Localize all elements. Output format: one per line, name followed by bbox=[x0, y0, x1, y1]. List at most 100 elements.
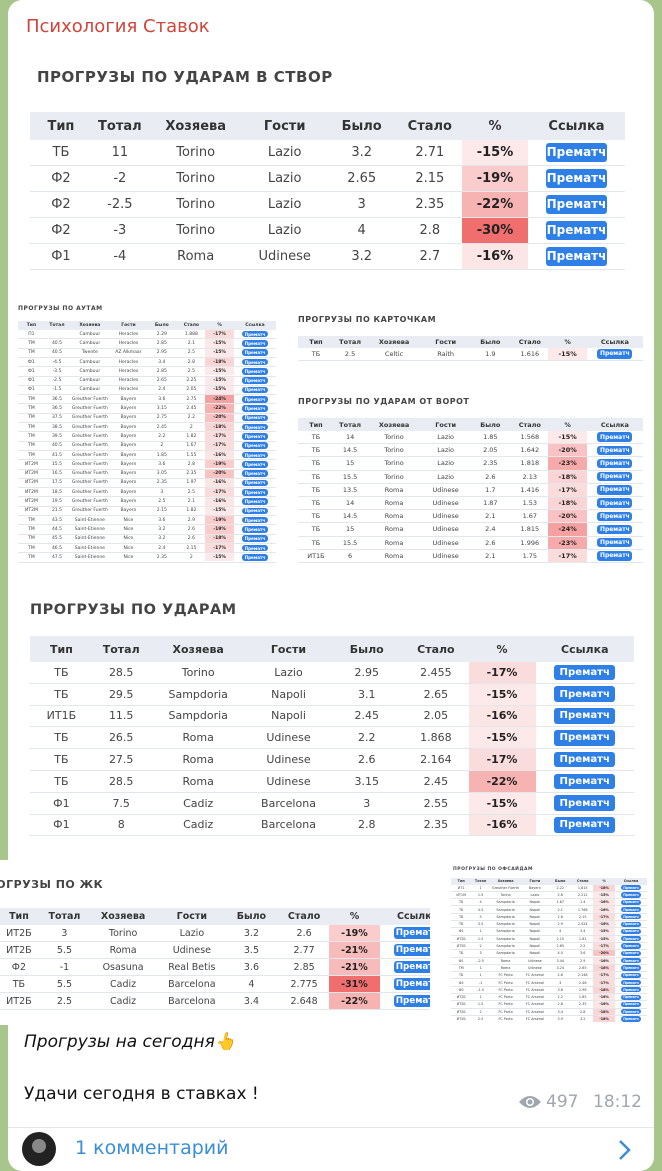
button[interactable]: Прематч bbox=[554, 686, 616, 703]
button[interactable]: Прематч bbox=[241, 461, 268, 468]
table-cell: ИТ2Б bbox=[456, 995, 466, 1000]
button[interactable]: Прематч bbox=[554, 664, 616, 681]
table-cell: 1.4 bbox=[580, 900, 586, 905]
button[interactable]: Прематч bbox=[621, 921, 641, 927]
button[interactable]: Прематч bbox=[394, 926, 430, 940]
table-cell: 44.5 bbox=[51, 526, 62, 532]
button[interactable]: Прематч bbox=[546, 221, 607, 240]
button[interactable]: Прематч bbox=[241, 451, 268, 459]
button[interactable]: Прематч bbox=[241, 405, 268, 412]
button[interactable]: Прематч bbox=[241, 386, 268, 394]
button[interactable]: Прематч bbox=[621, 994, 641, 1000]
button[interactable]: Прематч bbox=[394, 960, 430, 974]
table-cell: ИТ2Б bbox=[456, 1002, 466, 1007]
button[interactable]: Прематч bbox=[597, 432, 633, 442]
button[interactable]: Прематч bbox=[394, 977, 430, 991]
button[interactable]: Прематч bbox=[621, 906, 641, 913]
button[interactable]: Прематч bbox=[621, 936, 641, 942]
table-cell: 2.6 bbox=[557, 973, 563, 978]
header-cell: Тотал bbox=[339, 420, 361, 429]
table-cell: ИТ2М bbox=[24, 461, 38, 467]
table-cell: Bayern bbox=[120, 480, 137, 486]
button[interactable]: Прематч bbox=[621, 1009, 641, 1015]
button[interactable]: Прематч bbox=[241, 433, 268, 440]
button[interactable]: Прематч bbox=[621, 950, 641, 956]
button[interactable]: Прематч bbox=[597, 537, 633, 548]
comments-link[interactable]: 1 комментарий bbox=[75, 1137, 229, 1159]
button[interactable]: Прематч bbox=[241, 526, 268, 533]
table-cell: 3.15 bbox=[156, 406, 167, 412]
button[interactable]: Прематч bbox=[241, 470, 268, 477]
percent-cell: -19% bbox=[205, 460, 234, 469]
button[interactable]: Прематч bbox=[554, 817, 616, 833]
channel-name[interactable]: Психология Ставок bbox=[26, 16, 210, 37]
table-cell: Ф1 bbox=[28, 387, 35, 393]
table-cell: Greuther Fuerth bbox=[71, 471, 108, 477]
button[interactable]: Прематч bbox=[546, 143, 607, 162]
header-cell: Ссылка bbox=[396, 911, 430, 922]
button[interactable]: Прематч bbox=[597, 498, 633, 508]
button[interactable]: Прематч bbox=[621, 972, 641, 978]
table-cell: Bayern bbox=[120, 499, 137, 505]
button[interactable]: Прематч bbox=[241, 544, 268, 552]
button[interactable]: Прематч bbox=[241, 377, 268, 384]
button[interactable]: Прематч bbox=[554, 708, 616, 724]
button[interactable]: Прематч bbox=[241, 488, 268, 496]
button[interactable]: Прематч bbox=[394, 994, 430, 1008]
button[interactable]: Прематч bbox=[241, 395, 268, 403]
button[interactable]: Прематч bbox=[621, 1001, 641, 1008]
table-cell: Celtic bbox=[384, 350, 404, 358]
button[interactable]: Прематч bbox=[241, 358, 268, 366]
button[interactable]: Прематч bbox=[597, 485, 633, 495]
button[interactable]: Прематч bbox=[241, 516, 268, 524]
button[interactable]: Прематч bbox=[554, 773, 616, 790]
button[interactable]: Прематч bbox=[241, 349, 268, 357]
button[interactable]: Прематч bbox=[241, 368, 268, 375]
button[interactable]: Прематч bbox=[621, 885, 641, 891]
button[interactable]: Прематч bbox=[554, 795, 616, 812]
button[interactable]: Прематч bbox=[241, 423, 268, 431]
table-cell: Greuther Fuerth bbox=[71, 415, 108, 421]
button[interactable]: Прематч bbox=[621, 958, 641, 964]
button[interactable]: Прематч bbox=[621, 987, 641, 993]
button[interactable]: Прематч bbox=[621, 914, 641, 920]
button[interactable]: Прематч bbox=[621, 979, 641, 986]
button[interactable]: Прематч bbox=[241, 535, 268, 543]
button[interactable]: Прематч bbox=[241, 479, 268, 487]
button[interactable]: Прематч bbox=[394, 943, 430, 957]
button[interactable]: Прематч bbox=[597, 511, 633, 522]
button[interactable]: Прематч bbox=[241, 330, 268, 338]
button[interactable]: Прематч bbox=[554, 751, 616, 768]
button[interactable]: Прематч bbox=[597, 349, 633, 359]
button[interactable]: Прематч bbox=[241, 498, 268, 505]
row-line bbox=[18, 366, 276, 368]
table-title: ПРОГРУЗЫ ПО КАРТОЧКАМ bbox=[298, 315, 437, 324]
table-cell: 1.85 bbox=[578, 995, 587, 1000]
button[interactable]: Прематч bbox=[597, 471, 633, 482]
button[interactable]: Прематч bbox=[546, 247, 607, 266]
button[interactable]: Прематч bbox=[621, 965, 641, 971]
button[interactable]: Прематч bbox=[241, 507, 268, 515]
button[interactable]: Прематч bbox=[621, 943, 641, 949]
table-cell: 36.5 bbox=[51, 396, 62, 402]
button[interactable]: Прематч bbox=[597, 551, 633, 561]
table-cell: 1.53 bbox=[522, 499, 538, 508]
table-cell: Torino bbox=[500, 892, 511, 897]
button[interactable]: Прематч bbox=[621, 899, 641, 905]
button[interactable]: Прематч bbox=[597, 458, 633, 469]
button[interactable]: Прематч bbox=[241, 414, 268, 422]
table-cell: 27.5 bbox=[108, 753, 134, 767]
button[interactable]: Прематч bbox=[241, 340, 268, 347]
button[interactable]: Прематч bbox=[546, 169, 607, 188]
button[interactable]: Прематч bbox=[621, 928, 641, 935]
button[interactable]: Прематч bbox=[554, 729, 616, 746]
button[interactable]: Прематч bbox=[241, 554, 268, 561]
button[interactable]: Прематч bbox=[621, 1016, 641, 1022]
button[interactable]: Прематч bbox=[597, 445, 633, 456]
button[interactable]: Прематч bbox=[546, 195, 607, 214]
button[interactable]: Прематч bbox=[597, 524, 633, 535]
button[interactable]: Прематч bbox=[621, 892, 641, 898]
table-cell: 8 bbox=[117, 818, 125, 832]
chevron[interactable] bbox=[616, 1138, 632, 1162]
button[interactable]: Прематч bbox=[241, 442, 268, 450]
